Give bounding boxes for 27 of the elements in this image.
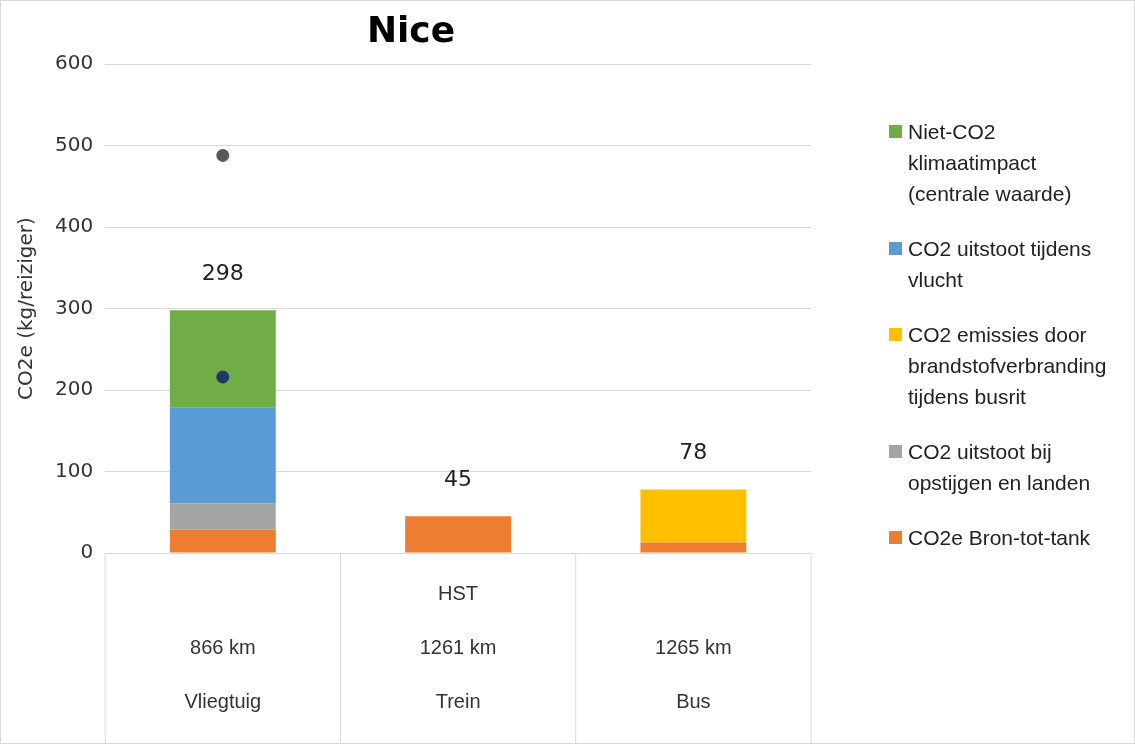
legend-label: Niet-CO2 klimaatimpact (centrale waarde)	[908, 119, 1073, 207]
y-axis-title: CO2e (kg/reiziger)	[13, 217, 38, 400]
chart-title: Nice	[366, 8, 456, 50]
y-tick-label: 600	[54, 50, 94, 75]
category-label: HST 1261 km Trein	[419, 581, 497, 712]
bar	[640, 489, 747, 543]
y-tick-label: 400	[54, 213, 94, 238]
legend-label: CO2e Bron-tot-tank	[908, 525, 1091, 551]
y-tick-label: 200	[54, 376, 94, 401]
total-label: 45	[444, 466, 473, 492]
legend-label: CO2 uitstoot bij opstijgen en landen	[908, 439, 1092, 496]
bar	[640, 542, 747, 553]
bar	[169, 503, 276, 530]
total-label: 78	[679, 439, 708, 465]
y-tick-label: 500	[54, 131, 94, 156]
category-label: 866 km Vliegtuig	[184, 635, 262, 712]
legend-label: CO2 uitstoot tijdens vlucht	[908, 236, 1093, 293]
legend-label: CO2 emissies door brandstofverbranding tijdens busrit	[908, 322, 1108, 410]
bar	[169, 529, 276, 553]
y-tick-label: 300	[54, 294, 94, 319]
bar	[169, 310, 276, 408]
bar	[405, 516, 512, 553]
bar	[169, 407, 276, 504]
category-label: 1265 km Bus	[655, 635, 732, 712]
total-label: 298	[201, 260, 244, 286]
y-tick-label: 0	[80, 539, 94, 564]
y-tick-label: 100	[54, 457, 94, 482]
